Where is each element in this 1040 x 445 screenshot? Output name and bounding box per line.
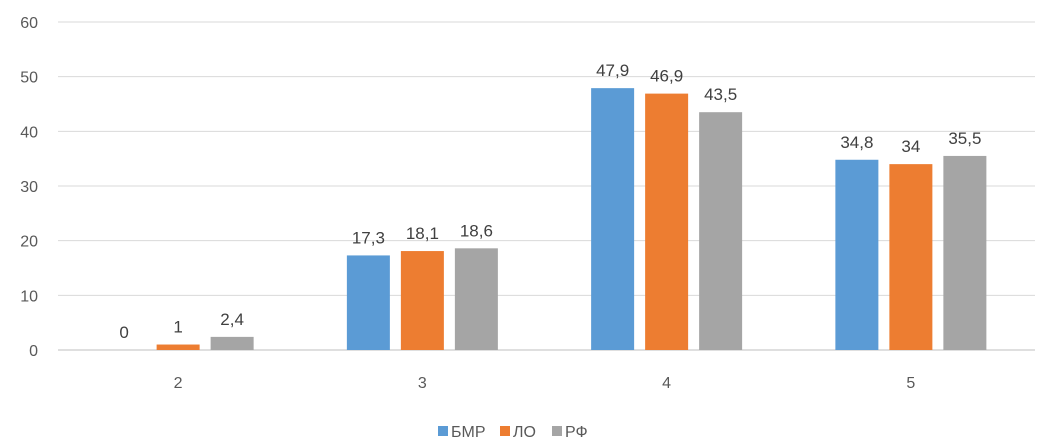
data-label: 34,8	[840, 133, 873, 152]
x-tick-label: 4	[662, 375, 671, 392]
bar-РФ-5	[943, 155, 987, 350]
data-label: 0	[119, 323, 128, 342]
bar-БМР-5	[835, 159, 879, 350]
bar-РФ-3	[454, 248, 498, 350]
data-label: 34	[901, 137, 920, 156]
data-label: 18,1	[406, 224, 439, 243]
legend-swatch-ЛО	[500, 426, 510, 436]
bar-ЛО-2	[156, 344, 200, 350]
x-axis-tick-labels: 2 3 4 5	[174, 375, 916, 392]
y-tick-label: 0	[29, 343, 38, 360]
x-tick-label: 5	[906, 375, 915, 392]
data-label: 17,3	[352, 228, 385, 247]
bar-РФ-4	[699, 112, 743, 350]
y-tick-label: 20	[20, 234, 38, 251]
x-tick-label: 3	[418, 375, 427, 392]
y-tick-label: 10	[20, 288, 38, 305]
data-label: 46,9	[650, 67, 683, 86]
data-label: 47,9	[596, 61, 629, 80]
y-axis-tick-labels: 0 10 20 30 40 50 60	[20, 15, 38, 360]
bar-ЛО-4	[645, 93, 689, 350]
bar-ЛО-3	[400, 251, 444, 350]
legend: БМР ЛО РФ	[438, 424, 588, 441]
data-label: 2,4	[220, 310, 244, 329]
bars	[156, 88, 987, 350]
x-tick-label: 2	[174, 375, 183, 392]
data-label: 18,6	[460, 221, 493, 240]
legend-label: БМР	[451, 424, 486, 441]
bar-БМР-4	[591, 88, 635, 350]
legend-swatch-РФ	[552, 426, 562, 436]
y-tick-label: 40	[20, 124, 38, 141]
data-labels: 0 1 2,4 17,3 18,1 18,6 47,9 46,9 43,5 34,8 34 35,5	[119, 61, 981, 342]
gridlines	[58, 21, 1035, 351]
data-label: 43,5	[704, 85, 737, 104]
data-label: 35,5	[948, 129, 981, 148]
bar-БМР-3	[346, 255, 390, 350]
legend-swatch-БМР	[438, 426, 448, 436]
y-tick-label: 60	[20, 15, 38, 32]
legend-label: ЛО	[513, 424, 536, 441]
data-label: 1	[173, 318, 182, 337]
y-tick-label: 30	[20, 179, 38, 196]
y-tick-label: 50	[20, 70, 38, 87]
bar-ЛО-5	[889, 164, 933, 350]
legend-label: РФ	[565, 424, 588, 441]
bar-РФ-2	[210, 336, 254, 350]
